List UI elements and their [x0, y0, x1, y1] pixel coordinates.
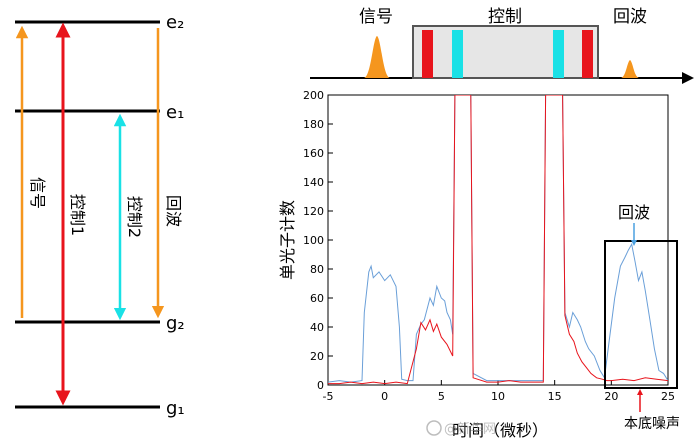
x-tick-label: 20	[604, 390, 618, 403]
y-tick-label: 140	[303, 176, 324, 189]
photon-count-chart: -5 0 5 10 15 20 25020406080100120140160180200 …	[278, 89, 680, 440]
y-tick-label: 0	[317, 379, 324, 392]
y-tick-label: 80	[310, 263, 324, 276]
pulse-control-label: 控制	[488, 7, 522, 27]
y-tick-label: 20	[310, 350, 324, 363]
control1-transition-label: 控制1	[68, 194, 87, 236]
x-tick-label: 15	[548, 390, 562, 403]
pulse-signal-label: 信号	[359, 7, 393, 27]
y-tick-label: 100	[303, 234, 324, 247]
control-pulse-cyan-1	[452, 30, 463, 78]
echo-pulse-shape	[621, 60, 639, 78]
level-e1-label: e₁	[166, 102, 184, 123]
control-pulse-red-2	[582, 30, 593, 78]
energy-level-diagram: e₂ e₁ g₂ g₁ 信号 控制1 控制2 回波	[15, 12, 185, 419]
x-tick-label: 5	[438, 390, 445, 403]
y-tick-label: 160	[303, 147, 324, 160]
echo-highlight-box	[604, 240, 678, 389]
weibo-logo-icon	[426, 420, 442, 436]
control-pulse-red-1	[422, 30, 433, 78]
signal-transition-label: 信号	[28, 177, 47, 209]
plot-series	[328, 95, 668, 385]
y-tick-label: 40	[310, 321, 324, 334]
level-g2-label: g₂	[166, 313, 185, 334]
control-pulse-cyan-2	[553, 30, 564, 78]
signal-pulse-shape	[364, 36, 390, 78]
y-tick-label: 200	[303, 89, 324, 102]
x-tick-label: -5	[323, 390, 334, 403]
series-line-0	[328, 95, 668, 383]
x-tick-label: 25	[661, 390, 675, 403]
series-line-1	[328, 95, 668, 385]
noise-annotation-label: 本底噪声	[624, 416, 680, 432]
y-tick-label: 120	[303, 205, 324, 218]
echo-transition-label: 回波	[164, 195, 183, 227]
pulse-sequence: 信号 控制 回波	[310, 7, 694, 84]
watermark-text: @新华网	[444, 421, 496, 437]
level-g1-label: g₁	[166, 398, 185, 419]
control2-transition-label: 控制2	[125, 196, 144, 238]
echo-annotation-label: 回波	[618, 203, 650, 222]
watermark: @新华网	[426, 420, 496, 437]
y-tick-label: 60	[310, 292, 324, 305]
control-window-box	[412, 25, 599, 79]
y-tick-label: 180	[303, 118, 324, 131]
x-axis-label: 时间（微秒）	[452, 421, 548, 440]
x-tick-label: 10	[491, 390, 505, 403]
y-axis-label: 单光子计数	[278, 200, 297, 280]
pulse-echo-label: 回波	[613, 7, 647, 27]
x-tick-label: 0	[381, 390, 388, 403]
level-e2-label: e₂	[166, 12, 184, 33]
